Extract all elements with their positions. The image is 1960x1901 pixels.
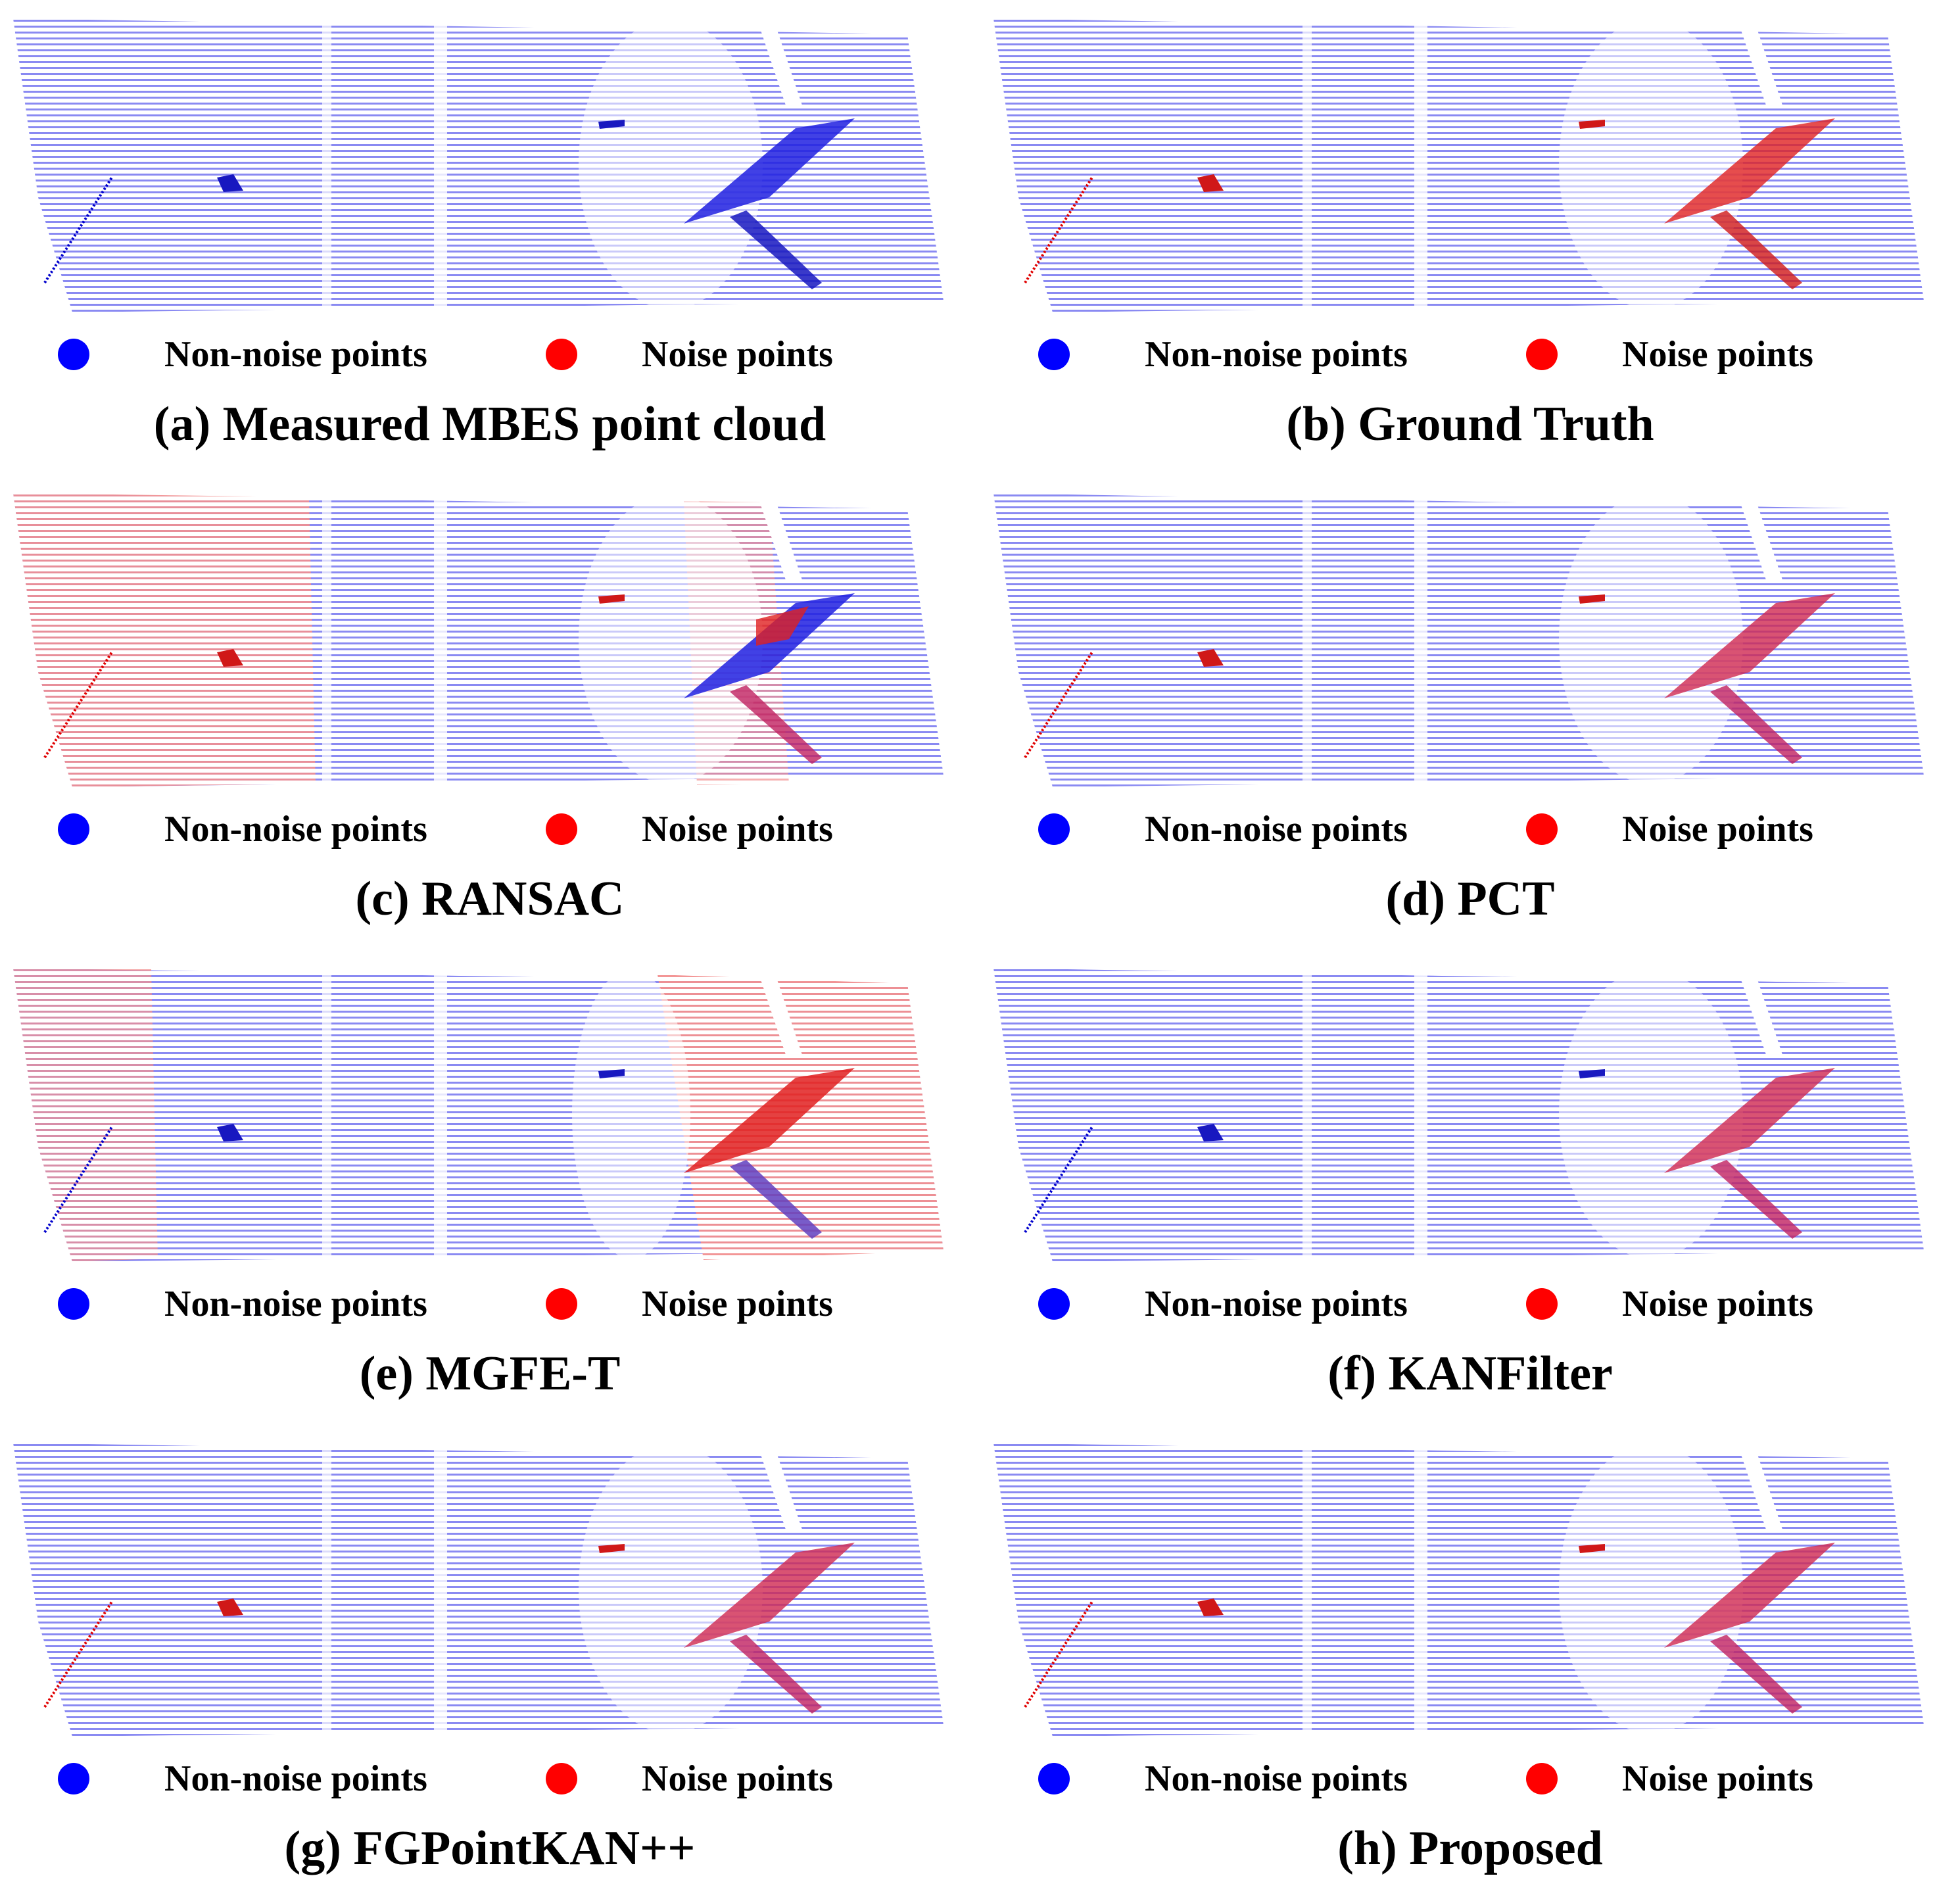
point-cloud-image: [13, 1441, 944, 1738]
panel-caption: (b) Ground Truth: [1286, 397, 1654, 451]
blue-circle-icon: [1038, 1763, 1070, 1794]
panel-caption: (h) Proposed: [1337, 1821, 1603, 1875]
point-cloud-image: [13, 16, 944, 314]
legend-non-noise-label: Non-noise points: [164, 1284, 427, 1324]
panel-caption: (a) Measured MBES point cloud: [153, 397, 826, 451]
legend: Non-noise points Noise points: [980, 1756, 1960, 1799]
legend-noise-label: Noise points: [1622, 1284, 1813, 1324]
panel-caption: (f) KANFilter: [1327, 1347, 1613, 1401]
panel-caption: (d) PCT: [1385, 872, 1555, 926]
blue-circle-icon: [58, 813, 89, 845]
red-circle-icon: [546, 1288, 577, 1320]
point-cloud-image: [13, 491, 944, 788]
legend: Non-noise points Noise points: [0, 1756, 980, 1799]
panel-h: Non-noise points Noise points (h) Propos…: [980, 1424, 1960, 1899]
point-cloud-image: [993, 966, 1924, 1263]
blue-circle-icon: [58, 1763, 89, 1794]
legend-non-noise-label: Non-noise points: [164, 1758, 427, 1799]
blue-circle-icon: [58, 1288, 89, 1320]
panel-f: Non-noise points Noise points (f) KANFil…: [980, 950, 1960, 1424]
point-cloud-image: [13, 966, 944, 1263]
red-circle-icon: [1526, 339, 1558, 370]
legend-noise-label: Noise points: [1622, 809, 1813, 850]
point-cloud-image: [993, 491, 1924, 788]
panel-caption: (g) FGPointKAN++: [284, 1821, 696, 1875]
legend: Non-noise points Noise points: [0, 807, 980, 850]
panel-caption: (c) RANSAC: [355, 872, 625, 926]
legend: Non-noise points Noise points: [0, 1282, 980, 1324]
legend: Non-noise points Noise points: [980, 807, 1960, 850]
legend-non-noise-label: Non-noise points: [1145, 1758, 1408, 1799]
red-circle-icon: [1526, 1763, 1558, 1794]
panel-c: Non-noise points Noise points (c) RANSAC: [0, 475, 980, 950]
panel-d: Non-noise points Noise points (d) PCT: [980, 475, 1960, 950]
blue-circle-icon: [1038, 813, 1070, 845]
legend-noise-label: Noise points: [642, 334, 833, 375]
red-circle-icon: [546, 339, 577, 370]
panel-b: Non-noise points Noise points (b) Ground…: [980, 0, 1960, 475]
red-circle-icon: [1526, 813, 1558, 845]
legend-noise-label: Noise points: [642, 1758, 833, 1799]
legend-noise-label: Noise points: [1622, 334, 1813, 375]
legend-non-noise-label: Non-noise points: [1145, 809, 1408, 850]
legend-non-noise-label: Non-noise points: [164, 334, 427, 375]
legend-noise-label: Noise points: [642, 809, 833, 850]
panel-a: Non-noise points Noise points (a) Measur…: [0, 0, 980, 475]
red-circle-icon: [1526, 1288, 1558, 1320]
panel-g: Non-noise points Noise points (g) FGPoin…: [0, 1424, 980, 1899]
red-circle-icon: [546, 813, 577, 845]
blue-circle-icon: [58, 339, 89, 370]
legend: Non-noise points Noise points: [0, 332, 980, 375]
legend-noise-label: Noise points: [642, 1284, 833, 1324]
legend-non-noise-label: Non-noise points: [1145, 334, 1408, 375]
red-circle-icon: [546, 1763, 577, 1794]
point-cloud-image: [993, 16, 1924, 314]
point-cloud-image: [993, 1441, 1924, 1738]
legend-noise-label: Noise points: [1622, 1758, 1813, 1799]
blue-circle-icon: [1038, 339, 1070, 370]
legend: Non-noise points Noise points: [980, 1282, 1960, 1324]
legend-non-noise-label: Non-noise points: [164, 809, 427, 850]
legend-non-noise-label: Non-noise points: [1145, 1284, 1408, 1324]
blue-circle-icon: [1038, 1288, 1070, 1320]
legend: Non-noise points Noise points: [980, 332, 1960, 375]
panel-caption: (e) MGFE-T: [359, 1347, 621, 1401]
panel-e: Non-noise points Noise points (e) MGFE-T: [0, 950, 980, 1424]
